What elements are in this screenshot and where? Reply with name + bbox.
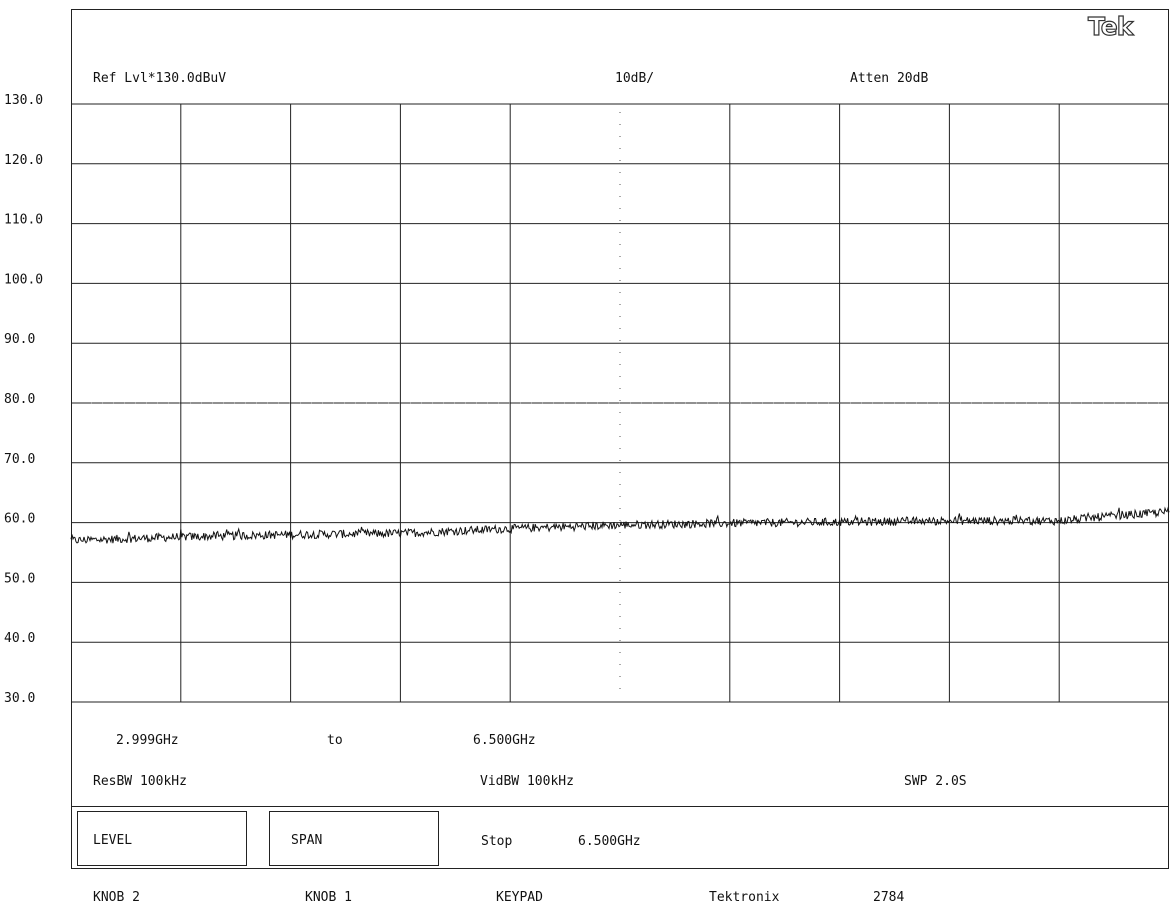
y-tick-label: 100.0 xyxy=(4,272,43,287)
video-bandwidth: VidBW 100kHz xyxy=(480,774,574,789)
knob-1-label: KNOB 1 xyxy=(305,890,352,905)
keypad-label: KEYPAD xyxy=(496,890,543,905)
level-softkey[interactable]: LEVEL xyxy=(77,811,247,866)
sweep-time: SWP 2.0S xyxy=(904,774,967,789)
vertical-scale-readout: 10dB/ xyxy=(615,71,655,86)
y-tick-label: 130.0 xyxy=(4,93,43,108)
y-tick-label: 70.0 xyxy=(4,452,35,467)
knob-2-label: KNOB 2 xyxy=(93,890,140,905)
y-tick-label: 60.0 xyxy=(4,512,35,527)
y-axis-labels: 130.0 120.0 110.0 100.0 90.0 80.0 70.0 60.0 50.0… xyxy=(4,93,43,706)
softkey-panel xyxy=(71,806,1169,869)
span-softkey[interactable]: SPAN xyxy=(269,811,439,866)
span-softkey-label: SPAN xyxy=(291,833,323,848)
brand-label: Tektronix xyxy=(709,890,780,905)
y-tick-label: 40.0 xyxy=(4,631,35,646)
tek-logo: Tek xyxy=(1087,11,1134,41)
y-tick-label: 120.0 xyxy=(4,153,43,168)
stop-label: Stop xyxy=(481,834,513,849)
stop-value: 6.500GHz xyxy=(578,834,641,849)
attenuation-readout: Atten 20dB xyxy=(850,71,929,86)
model-number: 2784 xyxy=(873,890,905,905)
stop-frequency: 6.500GHz xyxy=(473,733,536,748)
resolution-bandwidth: ResBW 100kHz xyxy=(93,774,187,789)
spectrum-trace xyxy=(70,506,1170,544)
y-tick-label: 50.0 xyxy=(4,571,35,586)
y-tick-label: 80.0 xyxy=(4,392,35,407)
start-frequency: 2.999GHz xyxy=(116,733,179,748)
level-softkey-label: LEVEL xyxy=(93,833,133,848)
frequency-to-label: to xyxy=(327,733,343,748)
y-tick-label: 30.0 xyxy=(4,691,35,706)
ref-level-readout: Ref Lvl*130.0dBuV xyxy=(93,71,227,86)
y-tick-label: 110.0 xyxy=(4,213,43,228)
y-tick-label: 90.0 xyxy=(4,332,35,347)
